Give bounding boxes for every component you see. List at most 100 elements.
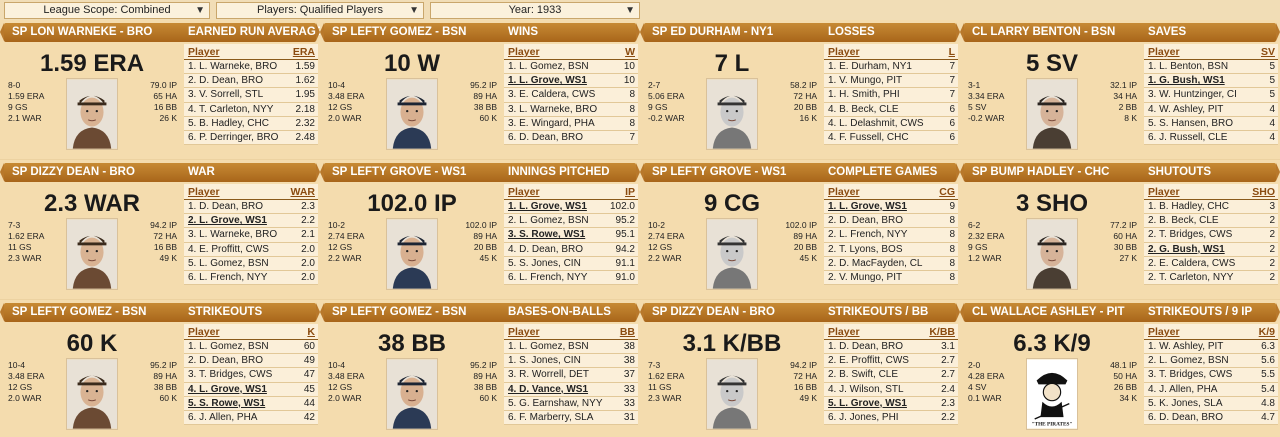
table-row[interactable]: 2. E. Proffitt, CWS 2.7 (824, 354, 958, 369)
table-row[interactable]: 1. L. Gomez, BSN 60 (184, 340, 318, 355)
table-row[interactable]: 1. G. Bush, WS1 5 (1144, 74, 1278, 89)
player-name[interactable]: 3. V. Sorrell, STL (188, 89, 264, 101)
table-row[interactable]: 3. S. Rowe, WS1 95.1 (504, 228, 638, 243)
table-row[interactable]: 2. L. French, NYY 8 (824, 228, 958, 243)
player-name[interactable]: 1. V. Mungo, PIT (828, 75, 903, 87)
table-row[interactable]: 1. L. Grove, WS1 10 (504, 74, 638, 89)
leader-name[interactable]: SP LEFTY GOMEZ - BSN (332, 306, 467, 318)
table-row[interactable]: 4. E. Proffitt, CWS 2.0 (184, 243, 318, 257)
table-row[interactable]: 4. T. Carleton, NYY 2.18 (184, 103, 318, 117)
table-row[interactable]: 2. T. Bridges, CWS 2 (1144, 228, 1278, 243)
table-row[interactable]: 5. G. Earnshaw, NYY 33 (504, 397, 638, 411)
column-header-player[interactable]: Player (188, 46, 220, 58)
player-name[interactable]: 6. D. Dean, BRO (1148, 411, 1224, 423)
player-name[interactable]: 1. L. Gomez, BSN (188, 341, 269, 352)
player-name[interactable]: 4. E. Proffitt, CWS (188, 243, 269, 255)
table-row[interactable]: 4. B. Beck, CLE 6 (824, 103, 958, 117)
player-name[interactable]: 1. L. Grove, WS1 (828, 201, 907, 212)
player-name[interactable]: 4. L. Delashmit, CWS (828, 117, 924, 129)
table-row[interactable]: 2. D. Dean, BRO 49 (184, 354, 318, 369)
player-name[interactable]: 3. T. Bridges, CWS (188, 369, 273, 381)
player-photo-dean2[interactable] (706, 358, 758, 430)
player-name[interactable]: 2. E. Proffitt, CWS (828, 355, 909, 367)
table-row[interactable]: 4. L. Delashmit, CWS 6 (824, 117, 958, 131)
table-row[interactable]: 6. F. Marberry, SLA 31 (504, 411, 638, 426)
player-name[interactable]: 1. B. Hadley, CHC (1148, 201, 1229, 212)
player-name[interactable]: 5. S. Rowe, WS1 (188, 397, 266, 409)
table-row[interactable]: 1. V. Mungo, PIT 7 (824, 74, 958, 89)
leader-name[interactable]: SP LEFTY GROVE - WS1 (332, 166, 467, 178)
table-row[interactable]: 1. D. Dean, BRO 2.3 (184, 200, 318, 215)
player-name[interactable]: 2. L. Gomez, BSN (1148, 355, 1229, 367)
player-name[interactable]: 3. L. Warneke, BRO (508, 103, 598, 115)
player-name[interactable]: 1. L. Grove, WS1 (508, 75, 587, 87)
table-row[interactable]: 2. D. MacFayden, CL 8 (824, 257, 958, 271)
player-name[interactable]: 2. B. Beck, CLE (1148, 215, 1219, 227)
table-row[interactable]: 5. S. Hansen, BRO 4 (1144, 117, 1278, 131)
player-name[interactable]: 6. L. French, NYY (508, 271, 588, 283)
column-header-stat[interactable]: WAR (290, 186, 316, 198)
table-row[interactable]: 1. E. Durham, NY1 7 (824, 60, 958, 75)
table-row[interactable]: 2. V. Mungo, PIT 8 (824, 271, 958, 286)
player-photo-grove2[interactable] (706, 218, 758, 290)
table-row[interactable]: 2. D. Dean, BRO 1.62 (184, 74, 318, 89)
player-name[interactable]: 2. D. Dean, BRO (188, 355, 264, 367)
leader-name[interactable]: SP LEFTY GOMEZ - BSN (332, 26, 467, 38)
table-row[interactable]: 1. L. Grove, WS1 102.0 (504, 200, 638, 215)
player-photo-gomez3[interactable] (386, 358, 438, 430)
player-name[interactable]: 1. H. Smith, PHI (828, 89, 900, 101)
leader-name[interactable]: CL WALLACE ASHLEY - PIT (972, 306, 1125, 318)
player-name[interactable]: 2. T. Lyons, BOS (828, 243, 903, 255)
column-header-stat[interactable]: BB (619, 326, 635, 338)
player-name[interactable]: 2. T. Carleton, NYY (1148, 271, 1234, 283)
player-name[interactable]: 2. T. Bridges, CWS (1148, 229, 1233, 241)
player-name[interactable]: 1. D. Dean, BRO (828, 341, 904, 352)
player-name[interactable]: 3. E. Caldera, CWS (508, 89, 596, 101)
player-name[interactable]: 5. S. Jones, CIN (508, 257, 581, 269)
player-name[interactable]: 2. E. Caldera, CWS (1148, 257, 1236, 269)
column-header-stat[interactable]: K/9 (1258, 326, 1275, 338)
column-header-player[interactable]: Player (508, 326, 540, 338)
table-row[interactable]: 1. S. Jones, CIN 38 (504, 354, 638, 369)
player-name[interactable]: 2. L. French, NYY (828, 229, 908, 241)
leader-name[interactable]: SP ED DURHAM - NY1 (652, 26, 774, 38)
player-name[interactable]: 4. L. Grove, WS1 (188, 383, 267, 395)
table-row[interactable]: 1. B. Hadley, CHC 3 (1144, 200, 1278, 215)
player-name[interactable]: 5. S. Hansen, BRO (1148, 117, 1234, 129)
column-header-player[interactable]: Player (508, 186, 540, 198)
player-name[interactable]: 6. F. Marberry, SLA (508, 411, 594, 423)
player-name[interactable]: 6. J. Russell, CLE (1148, 131, 1228, 143)
player-name[interactable]: 2. B. Swift, CLE (828, 369, 899, 381)
player-photo-gomez[interactable] (386, 78, 438, 150)
table-row[interactable]: 6. P. Derringer, BRO 2.48 (184, 131, 318, 146)
column-header-stat[interactable]: W (625, 46, 635, 58)
player-name[interactable]: 3. L. Warneke, BRO (188, 229, 278, 241)
table-row[interactable]: 6. J. Russell, CLE 4 (1144, 131, 1278, 146)
column-header-stat[interactable]: ERA (292, 46, 315, 58)
team-logo-pirates[interactable]: "THE PIRATES" (1026, 358, 1078, 430)
player-name[interactable]: 3. S. Rowe, WS1 (508, 229, 586, 241)
table-row[interactable]: 6. J. Jones, PHI 2.2 (824, 411, 958, 426)
table-row[interactable]: 4. W. Ashley, PIT 4 (1144, 103, 1278, 117)
player-name[interactable]: 4. J. Allen, PHA (1148, 383, 1218, 395)
player-name[interactable]: 3. E. Wingard, PHA (508, 117, 595, 129)
table-row[interactable]: 4. J. Allen, PHA 5.4 (1144, 383, 1278, 397)
player-name[interactable]: 2. D. MacFayden, CL (828, 257, 923, 269)
table-row[interactable]: 3. T. Bridges, CWS 47 (184, 368, 318, 383)
table-row[interactable]: 1. D. Dean, BRO 3.1 (824, 340, 958, 355)
player-name[interactable]: 1. L. Gomez, BSN (508, 341, 589, 352)
players-dropdown[interactable]: Players: Qualified Players ▼ (216, 2, 424, 19)
table-row[interactable]: 3. E. Caldera, CWS 8 (504, 88, 638, 103)
table-row[interactable]: 6. L. French, NYY 91.0 (504, 271, 638, 286)
player-name[interactable]: 3. R. Worrell, DET (508, 369, 589, 381)
table-row[interactable]: 4. F. Fussell, CHC 6 (824, 131, 958, 146)
table-row[interactable]: 3. R. Worrell, DET 37 (504, 368, 638, 383)
player-name[interactable]: 1. W. Ashley, PIT (1148, 341, 1224, 352)
player-photo-grove[interactable] (386, 218, 438, 290)
player-photo-gomez2[interactable] (66, 358, 118, 430)
table-row[interactable]: 3. E. Wingard, PHA 8 (504, 117, 638, 131)
player-photo-benton[interactable] (1026, 78, 1078, 150)
player-photo-warneke[interactable] (66, 78, 118, 150)
table-row[interactable]: 4. J. Wilson, STL 2.4 (824, 383, 958, 397)
table-row[interactable]: 4. D. Dean, BRO 94.2 (504, 243, 638, 257)
